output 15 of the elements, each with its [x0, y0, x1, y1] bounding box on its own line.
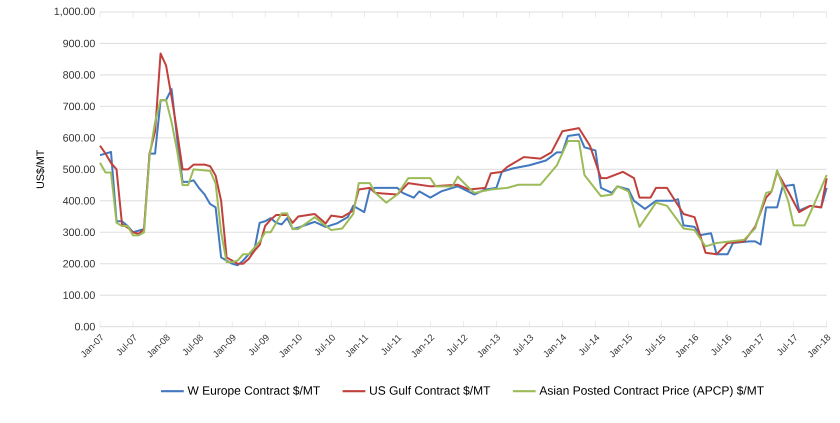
- y-tick-label: 600.00: [63, 134, 95, 142]
- y-tick-label: 300.00: [63, 228, 95, 236]
- y-tick-label: 100.00: [63, 292, 95, 300]
- legend-label: US Gulf Contract $/MT: [370, 386, 490, 396]
- y-tick-label: 200.00: [63, 260, 95, 268]
- y-tick-label: 400.00: [62, 197, 95, 205]
- y-tick-label: 800.00: [63, 71, 95, 79]
- legend-label: Asian Posted Contract Price (APCP) $/MT: [539, 386, 764, 398]
- y-tick-label: 1,000.00: [54, 8, 95, 17]
- legend-label: W Europe Contract $/MT: [188, 386, 320, 398]
- y-tick-label: 0.00: [74, 323, 95, 331]
- y-tick-label: 900.00: [63, 40, 95, 48]
- y-tick-label: 500.00: [63, 166, 95, 174]
- y-axis-title: US$/MT: [36, 150, 45, 188]
- y-tick-label: 700.00: [63, 102, 95, 110]
